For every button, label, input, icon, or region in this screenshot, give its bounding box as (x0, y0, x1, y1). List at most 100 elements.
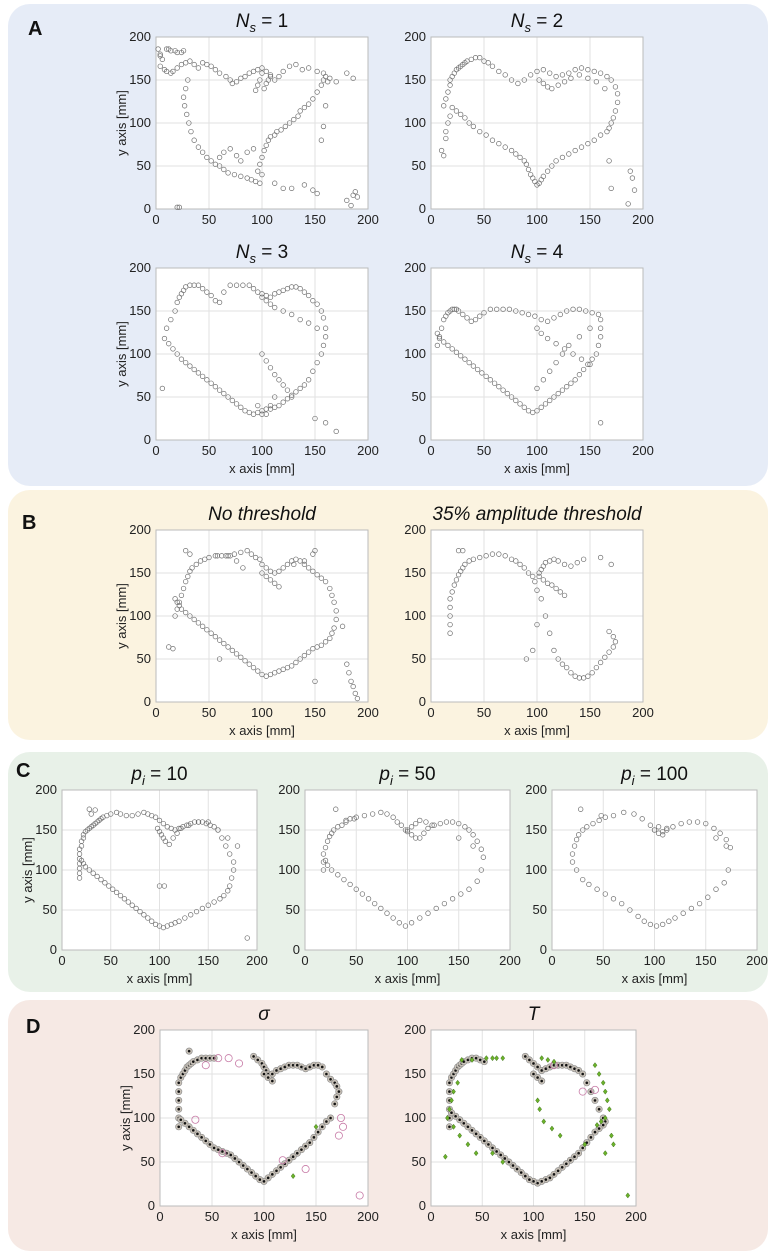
data-point (261, 147, 267, 154)
data-point (324, 838, 331, 844)
green-point (500, 1159, 506, 1165)
x-tick-label: 0 (301, 953, 308, 968)
data-point (585, 140, 591, 147)
data-point (219, 553, 225, 559)
green-point (535, 1097, 540, 1104)
x-tick-label: 150 (304, 705, 326, 720)
data-point (172, 613, 178, 619)
estimated-point-center (573, 1155, 576, 1159)
data-point (159, 385, 166, 392)
data-point (106, 883, 112, 889)
data-point (186, 822, 192, 828)
data-point (610, 644, 616, 650)
data-point (180, 585, 187, 592)
reference-point (214, 1054, 223, 1063)
data-point (569, 851, 576, 857)
green-point (494, 1055, 499, 1062)
data-point (267, 577, 274, 583)
data-point (477, 54, 483, 61)
data-point (578, 806, 584, 812)
data-point (425, 825, 431, 832)
y-tick-label: 200 (133, 1022, 155, 1037)
data-point (318, 137, 325, 143)
data-point (221, 640, 227, 647)
data-point (301, 558, 308, 564)
data-point (453, 108, 460, 114)
data-point (267, 301, 274, 307)
data-point (331, 625, 337, 631)
green-point (473, 1150, 479, 1157)
data-point (417, 835, 423, 841)
y-tick-label: 200 (404, 522, 426, 537)
data-point (354, 194, 361, 200)
data-point (447, 604, 453, 611)
y-tick-label: 200 (35, 782, 57, 797)
estimated-point-center (300, 1065, 303, 1069)
data-point (163, 325, 170, 331)
data-point (344, 197, 350, 204)
data-point (434, 330, 441, 337)
estimated-point-center (283, 1065, 287, 1069)
panel-c-label: C (16, 760, 31, 782)
data-point (205, 902, 211, 908)
data-point (596, 817, 602, 824)
data-point (666, 918, 672, 924)
data-point (223, 553, 229, 559)
estimated-point-center (177, 1107, 181, 1111)
estimated-point-center (536, 1065, 539, 1069)
data-point (291, 116, 297, 123)
green-point (443, 1153, 448, 1160)
data-point (195, 65, 202, 71)
data-point (500, 387, 506, 393)
estimated-point-center (216, 1148, 220, 1151)
data-point (508, 394, 515, 400)
data-point (561, 592, 568, 599)
plot-border (155, 529, 369, 703)
estimated-point-center (552, 1173, 556, 1176)
estimated-point-center (528, 1178, 531, 1181)
data-point (602, 654, 608, 660)
estimated-point-center (597, 1107, 601, 1111)
data-point (152, 814, 159, 820)
x-tick-label: 200 (499, 953, 521, 968)
green-point (545, 1056, 551, 1063)
data-point (553, 585, 559, 592)
green-point (457, 1132, 462, 1139)
estimated-point-center (458, 1118, 461, 1122)
data-point (289, 392, 295, 398)
estimated-point-center (196, 1058, 199, 1062)
data-point (555, 390, 561, 397)
data-point (521, 565, 527, 571)
data-point (466, 120, 472, 126)
x-tick-label: 150 (448, 953, 470, 968)
reference-point (191, 1115, 200, 1124)
data-point (195, 620, 202, 626)
estimated-point-center (560, 1165, 564, 1169)
data-point (322, 844, 329, 851)
data-point (542, 401, 549, 407)
estimated-point-center (474, 1132, 478, 1136)
y-tick-label: 150 (35, 822, 57, 837)
data-point (322, 103, 329, 109)
x-tick-label: 50 (205, 1209, 219, 1224)
green-point (484, 1055, 489, 1062)
data-point (447, 621, 453, 628)
data-point (282, 123, 288, 130)
data-point (572, 67, 578, 73)
data-point (250, 285, 257, 292)
data-point (590, 820, 596, 827)
data-point (166, 841, 172, 848)
x-tick-label: 100 (526, 212, 548, 227)
estimated-point-center (177, 1081, 181, 1085)
y-tick-label: 200 (129, 260, 151, 275)
y-tick-label: 50 (137, 158, 151, 173)
data-point (318, 308, 325, 314)
data-point (352, 690, 358, 697)
data-point (225, 553, 231, 559)
green-point (539, 1055, 544, 1062)
data-point (80, 835, 87, 841)
y-tick-label: 200 (404, 29, 426, 44)
data-point (280, 185, 286, 192)
data-point (259, 561, 265, 568)
data-point (458, 111, 464, 118)
